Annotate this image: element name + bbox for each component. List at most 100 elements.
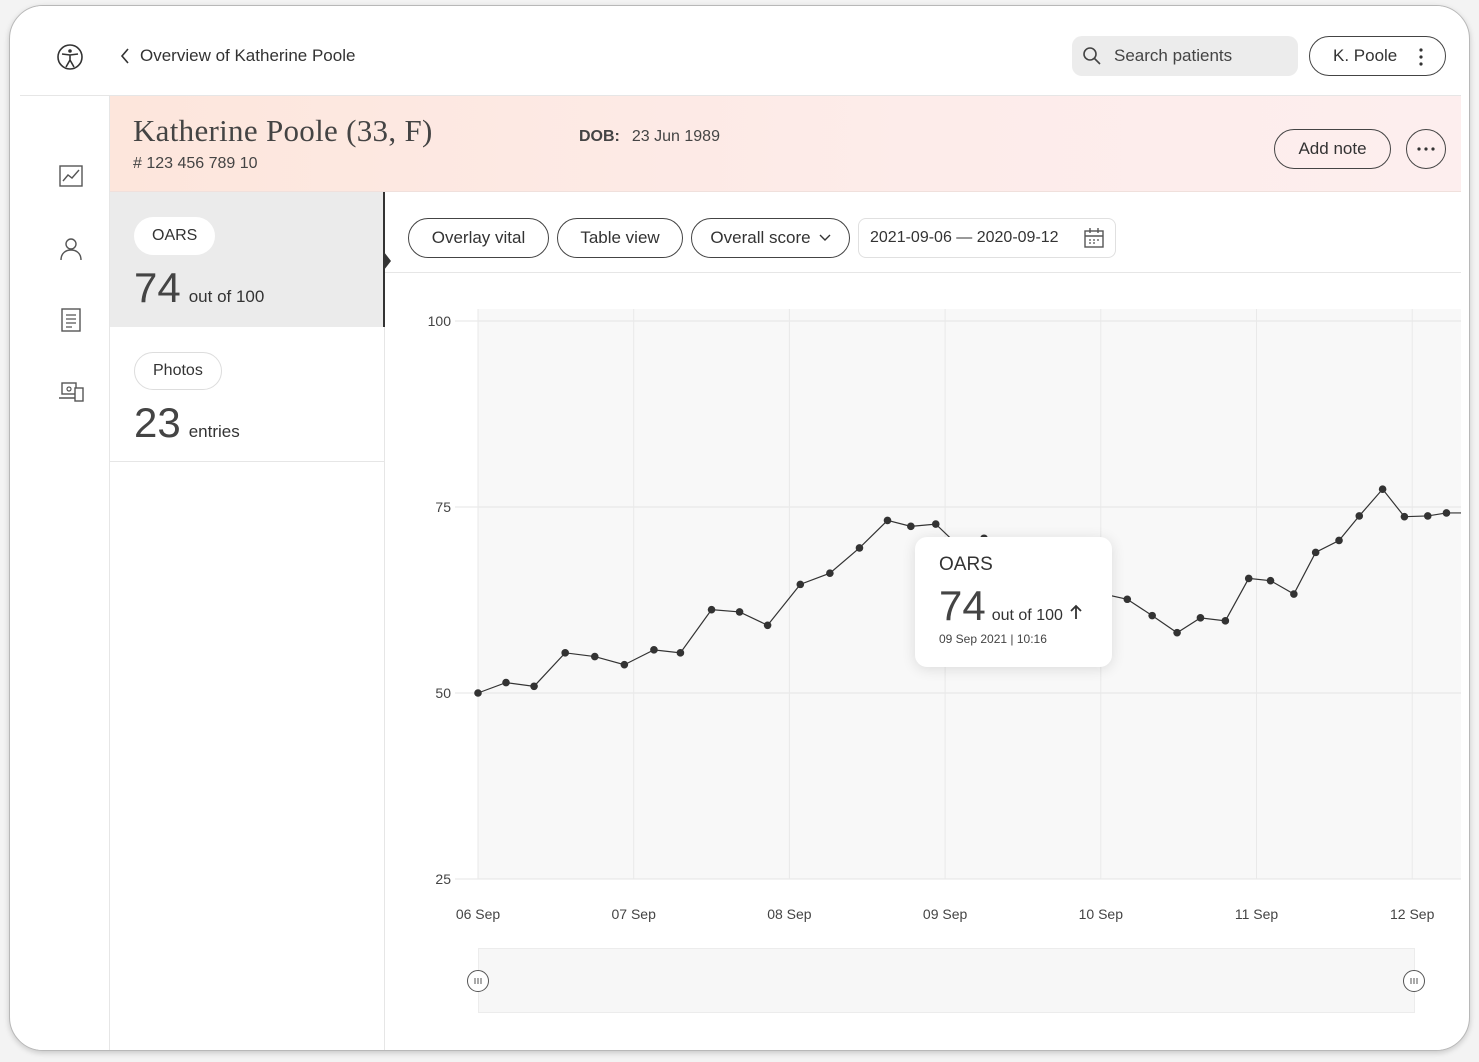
arrow-up-icon (1070, 604, 1082, 619)
user-menu-button[interactable]: K. Poole (1309, 36, 1446, 76)
metric-unit: out of 100 (188, 287, 265, 306)
patient-id: # 123 456 789 10 (133, 155, 258, 172)
data-point (1423, 512, 1432, 520)
side-nav (20, 96, 110, 1050)
data-point (1355, 512, 1364, 520)
data-point (1400, 512, 1409, 521)
metrics-list: OARS 74 out of 100 Photos 23 entries (110, 192, 385, 1050)
person-icon[interactable] (58, 237, 84, 261)
y-tick-label: 25 (435, 871, 451, 887)
data-point (707, 605, 716, 614)
data-point (676, 649, 685, 657)
data-point (1378, 485, 1387, 493)
chevron-left-icon (120, 48, 129, 64)
grip-icon (474, 978, 482, 984)
patient-header: Katherine Poole (33, F) # 123 456 789 10… (110, 96, 1461, 192)
data-point (907, 522, 915, 531)
data-point (530, 682, 538, 691)
data-point (1335, 536, 1343, 545)
score-dropdown[interactable]: Overall score (691, 218, 850, 258)
search-input[interactable] (1114, 46, 1284, 66)
tooltip-timestamp: 09 Sep 2021 | 10:16 (939, 632, 1047, 646)
horizontal-dots-icon (1417, 147, 1435, 151)
metric-number: 23 (134, 399, 181, 446)
active-metric-pointer (384, 252, 391, 270)
data-point (931, 520, 940, 528)
date-range-picker[interactable]: 2021-09-06 — 2020-09-12 (858, 218, 1116, 258)
dob-label: DOB: (579, 128, 620, 145)
patient-dob: DOB: 23 Jun 1989 (579, 128, 720, 146)
data-point (796, 580, 805, 589)
metric-label: Photos (134, 352, 222, 390)
patient-name: Katherine Poole (33, F) (133, 113, 433, 148)
metric-label: OARS (134, 217, 216, 255)
calendar-icon (1084, 228, 1104, 248)
data-point (474, 689, 482, 697)
tooltip-title: OARS (939, 554, 993, 575)
user-name-label: K. Poole (1333, 46, 1398, 65)
metric-card-photos[interactable]: Photos 23 entries (110, 327, 385, 462)
top-bar: Overview of Katherine Poole K. Poole (20, 6, 1461, 96)
vertical-dots-icon (1419, 48, 1423, 66)
add-note-button[interactable]: Add note (1274, 129, 1391, 169)
metric-value: 23 entries (134, 399, 240, 447)
tooltip-unit: out of 100 (991, 607, 1063, 624)
range-handle-left[interactable] (467, 970, 489, 992)
y-tick-label: 50 (435, 685, 451, 701)
app-screen: Overview of Katherine Poole K. Poole (20, 6, 1461, 1050)
data-point (826, 569, 834, 578)
data-point (1173, 628, 1181, 637)
x-tick-label: 11 Sep (1235, 906, 1279, 922)
more-options-button[interactable] (1406, 129, 1446, 169)
data-point (650, 646, 658, 654)
data-point (620, 660, 629, 669)
metric-number: 74 (134, 264, 181, 311)
overlay-vital-button[interactable]: Overlay vital (408, 218, 549, 258)
data-point (855, 544, 864, 552)
y-tick-label: 75 (435, 499, 451, 515)
data-point (1221, 617, 1230, 625)
back-link-label: Overview of Katherine Poole (140, 46, 356, 65)
tooltip-number: 74 (939, 582, 986, 629)
data-point (1244, 574, 1253, 583)
metric-card-oars[interactable]: OARS 74 out of 100 (110, 192, 385, 327)
range-slider-track[interactable] (478, 948, 1415, 1013)
score-dropdown-label: Overall score (710, 228, 811, 247)
x-tick-label: 06 Sep (456, 906, 501, 922)
chart-tooltip: OARS 74 out of 100 09 Sep 2021 | 10:16 (915, 537, 1112, 667)
data-point (1196, 614, 1205, 622)
data-point (1266, 576, 1275, 585)
grip-icon (1410, 978, 1418, 984)
x-tick-label: 10 Sep (1079, 906, 1124, 922)
range-handle-right[interactable] (1403, 970, 1425, 992)
data-point (590, 652, 599, 661)
data-point (1148, 611, 1156, 620)
chart-icon[interactable] (58, 164, 84, 188)
x-tick-label: 08 Sep (767, 906, 812, 922)
metric-unit: entries (188, 422, 240, 441)
document-icon[interactable] (58, 308, 84, 332)
x-tick-label: 12 Sep (1390, 906, 1435, 922)
y-tick-label: 100 (428, 313, 452, 329)
chevron-down-icon (819, 234, 831, 241)
data-point (1311, 548, 1320, 557)
tooltip-value-row: 74 out of 100 (939, 582, 1088, 630)
chart-area: 25 50 75 100 06 Sep 07 Sep 08 Sep 09 Sep 10 Sep 1… (385, 273, 1461, 1050)
data-point (735, 608, 744, 616)
search-box[interactable] (1072, 36, 1298, 76)
data-point (883, 516, 892, 525)
accessibility-logo-icon[interactable] (56, 43, 84, 71)
data-point (1442, 509, 1451, 517)
chart-toolbar: Overlay vital Table view Overall score 2… (385, 192, 1461, 273)
device-frame: Overview of Katherine Poole K. Poole (9, 5, 1470, 1051)
data-point (763, 621, 772, 630)
metric-value: 74 out of 100 (134, 264, 264, 312)
data-point (561, 649, 569, 657)
data-point (1290, 590, 1298, 598)
devices-icon[interactable] (58, 380, 84, 404)
x-tick-label: 07 Sep (612, 906, 657, 922)
table-view-button[interactable]: Table view (557, 218, 683, 258)
dob-value: 23 Jun 1989 (631, 128, 720, 145)
back-link[interactable]: Overview of Katherine Poole (120, 46, 355, 66)
data-point (1123, 595, 1132, 604)
